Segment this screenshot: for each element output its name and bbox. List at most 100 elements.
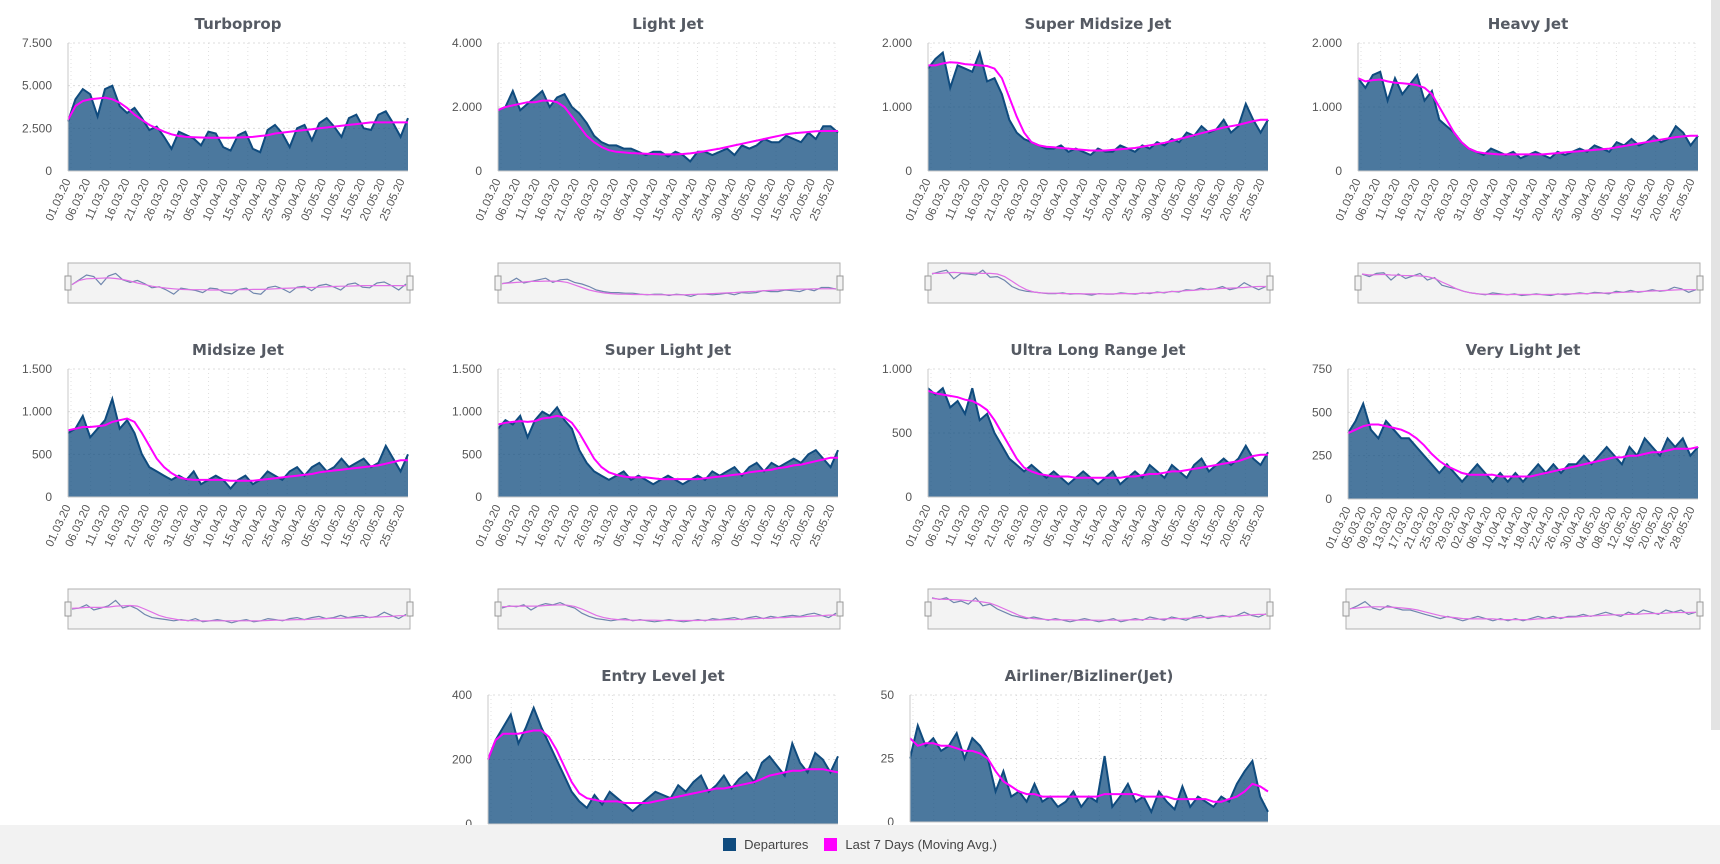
chart-title: Super Midsize Jet	[1025, 15, 1172, 33]
departures-area	[68, 85, 408, 171]
navigator-departures-line	[501, 277, 837, 298]
navigator-very-light-jet[interactable]	[1342, 588, 1704, 630]
chart-title: Light Jet	[632, 15, 703, 33]
navigator-avg-line	[501, 604, 836, 622]
y-tick-label: 0	[887, 815, 894, 829]
navigator-frame	[927, 588, 1271, 630]
navigator-heavy-jet[interactable]	[1354, 262, 1704, 304]
departures-line	[1347, 400, 1699, 484]
navigator-avg-line	[71, 277, 406, 291]
navigator-left-handle[interactable]	[64, 275, 72, 291]
departures-area	[928, 52, 1268, 171]
navigator-ultra-long-range-jet[interactable]	[924, 588, 1274, 630]
departures-swatch-icon	[723, 838, 737, 851]
departures-area	[910, 725, 1268, 822]
chart-title: Very Light Jet	[1466, 341, 1581, 359]
navigator-right-handle[interactable]	[836, 275, 844, 291]
chart-title: Turboprop	[195, 15, 282, 33]
y-tick-label: 500	[462, 447, 482, 461]
legend-label-departures: Departures	[744, 837, 809, 852]
navigator-right-handle[interactable]	[836, 601, 844, 617]
y-tick-label: 1.500	[22, 362, 52, 376]
y-tick-label: 0	[465, 817, 472, 831]
navigator-frame	[497, 588, 841, 630]
navigator-avg-line	[931, 597, 1266, 621]
navigator-left-handle[interactable]	[924, 275, 932, 291]
legend-item-moving-avg[interactable]: Last 7 Days (Moving Avg.)	[824, 837, 997, 852]
chart-super-midsize-jet: Super Midsize Jet01.0002.00001.03.2006.0…	[882, 15, 1274, 304]
y-tick-label: 0	[1325, 492, 1332, 506]
navigator-right-handle[interactable]	[1266, 601, 1274, 617]
navigator-left-handle[interactable]	[494, 601, 502, 617]
moving-avg-line	[67, 96, 408, 139]
navigator-frame	[67, 262, 411, 304]
navigator-frame	[1357, 262, 1701, 304]
navigator-super-midsize-jet[interactable]	[924, 262, 1274, 304]
departures-line	[67, 84, 409, 154]
moving-avg-line	[927, 389, 1268, 479]
moving-avg-line	[487, 729, 839, 804]
y-tick-label: 50	[881, 688, 895, 702]
navigator-right-handle[interactable]	[406, 275, 414, 291]
legend-label-moving-avg: Last 7 Days (Moving Avg.)	[845, 837, 997, 852]
y-tick-label: 250	[1312, 449, 1332, 463]
departures-line	[497, 405, 839, 486]
y-tick-label: 2.000	[1312, 36, 1342, 50]
navigator-right-handle[interactable]	[1266, 275, 1274, 291]
navigator-left-handle[interactable]	[924, 601, 932, 617]
y-tick-label: 400	[452, 688, 472, 702]
moving-avg-line	[928, 61, 1268, 152]
navigator-left-handle[interactable]	[64, 601, 72, 617]
y-tick-label: 7.500	[22, 36, 52, 50]
chart-title: Super Light Jet	[605, 341, 731, 359]
moving-avg-line	[1347, 423, 1699, 478]
navigator-left-handle[interactable]	[494, 275, 502, 291]
departures-area	[498, 91, 838, 171]
chart-super-light-jet: Super Light Jet05001.0001.50001.03.2006.…	[452, 341, 844, 630]
y-tick-label: 0	[475, 490, 482, 504]
navigator-departures-line	[931, 596, 1267, 623]
y-tick-label: 5.000	[22, 79, 52, 93]
y-tick-label: 200	[452, 753, 472, 767]
chart-title: Ultra Long Range Jet	[1010, 341, 1185, 359]
y-tick-label: 0	[475, 164, 482, 178]
chart-title: Heavy Jet	[1488, 15, 1569, 33]
chart-title: Airliner/Bizliner(Jet)	[1005, 667, 1174, 685]
chart-light-jet: Light Jet02.0004.00001.03.2006.03.2011.0…	[452, 15, 844, 304]
navigator-turboprop[interactable]	[64, 262, 414, 304]
y-tick-label: 500	[892, 426, 912, 440]
departures-line	[497, 88, 839, 163]
moving-avg-line	[909, 737, 1269, 803]
moving-avg-line	[497, 414, 838, 481]
y-tick-label: 1.000	[882, 100, 912, 114]
legend-item-departures[interactable]: Departures	[723, 837, 808, 852]
navigator-left-handle[interactable]	[1354, 275, 1362, 291]
moving-avg-line	[1357, 77, 1698, 156]
y-tick-label: 1.000	[1312, 100, 1342, 114]
navigator-frame	[497, 262, 841, 304]
navigator-frame	[927, 262, 1271, 304]
y-tick-label: 500	[1312, 405, 1332, 419]
navigator-midsize-jet[interactable]	[64, 588, 414, 630]
chart-turboprop: Turboprop02.5005.0007.50001.03.2006.03.2…	[22, 15, 414, 304]
chart-title: Entry Level Jet	[601, 667, 724, 685]
navigator-left-handle[interactable]	[1342, 601, 1350, 617]
chart-midsize-jet: Midsize Jet05001.0001.50001.03.2006.03.2…	[22, 341, 414, 630]
navigator-right-handle[interactable]	[1696, 275, 1704, 291]
navigator-right-handle[interactable]	[406, 601, 414, 617]
y-tick-label: 750	[1312, 362, 1332, 376]
moving-avg-line	[497, 99, 838, 156]
navigator-light-jet[interactable]	[494, 262, 844, 304]
navigator-super-light-jet[interactable]	[494, 588, 844, 630]
y-tick-label: 1.000	[452, 405, 482, 419]
navigator-right-handle[interactable]	[1696, 601, 1704, 617]
page-scrollbar[interactable]	[1711, 0, 1720, 730]
departures-line	[927, 386, 1269, 486]
navigator-avg-line	[1349, 606, 1697, 621]
navigator-avg-line	[1361, 273, 1696, 296]
y-tick-label: 1.000	[22, 405, 52, 419]
chart-title: Midsize Jet	[192, 341, 284, 359]
chart-entry-level-jet: Entry Level Jet 0 200 400	[452, 667, 839, 831]
y-tick-label: 2.000	[452, 100, 482, 114]
